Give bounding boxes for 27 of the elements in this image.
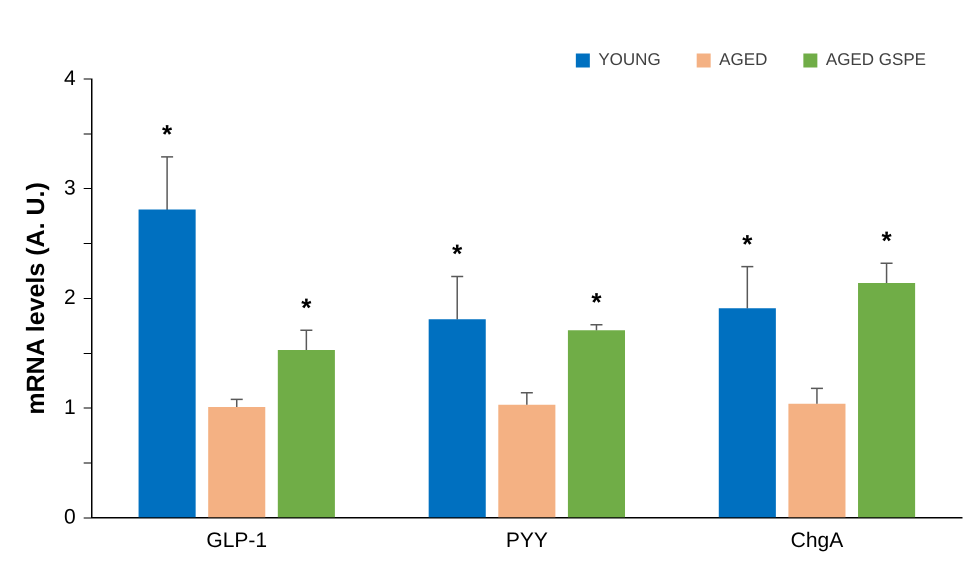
x-tick-label: ChgA [790,529,844,552]
legend-label: AGED GSPE [826,50,926,70]
legend-label: YOUNG [598,50,661,70]
y-tick-label: 1 [64,396,76,419]
data-label: * [452,238,464,269]
data-label: * [882,225,893,256]
bar [208,407,266,518]
bar [788,404,846,518]
data-label: * [162,119,174,150]
y-axis-title: mRNA levels (A. U.) [22,182,50,415]
bar [428,319,486,518]
data-label: * [301,292,312,322]
legend-label: AGED [719,50,768,70]
x-tick-label: GLP-1 [206,529,268,552]
y-tick-label: 3 [64,176,76,200]
bar [138,210,196,518]
bar [858,283,916,518]
bar [498,404,556,518]
bar [278,350,335,518]
bar [568,330,626,518]
y-tick-label: 0 [64,506,76,529]
data-label: * [742,228,754,259]
x-tick-label: PYY [506,529,548,552]
y-tick-label: 4 [64,66,76,90]
data-label: * [591,286,602,317]
y-tick-label: 2 [64,286,76,310]
bar [718,308,776,518]
